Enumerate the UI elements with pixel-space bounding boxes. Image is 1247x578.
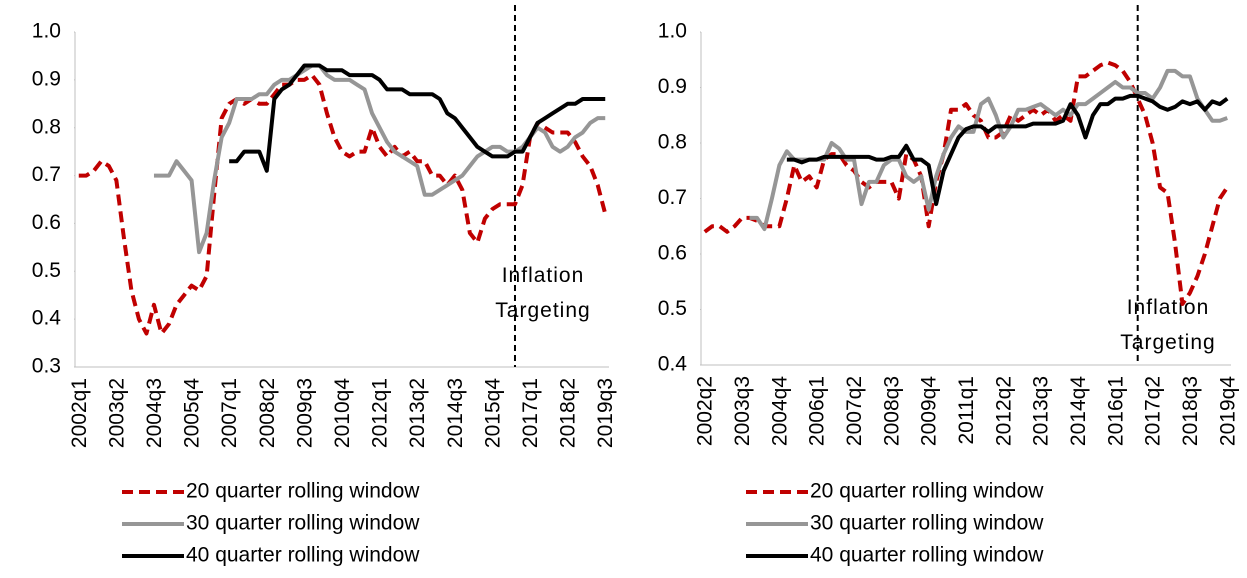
x-tick-label: 2004q3 [143, 378, 166, 448]
y-tick-label: 0.4 [658, 353, 688, 376]
x-tick-label: 2006q1 [806, 376, 829, 446]
annotation: Inflation [1127, 296, 1210, 319]
x-tick-label: 2015q4 [481, 378, 504, 448]
y-tick-label: 0.5 [32, 259, 61, 282]
y-tick-label: 0.9 [32, 67, 61, 90]
x-tick-label: 2010q4 [331, 378, 354, 448]
legend-label: 30 quarter rolling window [186, 512, 420, 535]
x-tick-label: 2016q1 [1104, 376, 1127, 446]
legend-label: 40 quarter rolling window [810, 544, 1044, 567]
y-tick-label: 0.8 [32, 115, 61, 138]
y-tick-label: 0.7 [32, 163, 61, 186]
x-tick-label: 2008q3 [880, 376, 903, 446]
y-tick-label: 1.0 [32, 20, 61, 43]
annotation: Targeting [495, 299, 590, 322]
series-line [749, 68, 1228, 232]
legend-label: 30 quarter rolling window [810, 512, 1044, 535]
x-tick-label: 2012q2 [992, 376, 1015, 446]
x-tick-label: 2017q2 [1142, 376, 1165, 446]
x-tick-label: 2007q2 [843, 376, 866, 446]
x-tick-label: 2019q4 [1216, 376, 1239, 446]
x-tick-label: 2009q4 [918, 376, 941, 446]
x-tick-label: 2002q1 [68, 378, 91, 448]
series-line [153, 63, 606, 255]
y-tick-label: 0.3 [32, 355, 61, 378]
y-tick-label: 0.8 [658, 131, 687, 154]
x-tick-label: 2013q2 [406, 378, 429, 448]
y-tick-label: 0.4 [32, 307, 62, 330]
x-tick-label: 2007q1 [218, 378, 241, 448]
x-tick-label: 2013q3 [1030, 376, 1053, 446]
x-tick-label: 2004q4 [768, 376, 791, 446]
y-tick-label: 0.5 [658, 297, 687, 320]
series-line [703, 60, 1229, 306]
annotation: Targeting [1120, 331, 1215, 354]
x-tick-label: 2011q1 [955, 376, 978, 445]
x-tick-label: 2012q1 [369, 378, 392, 448]
x-tick-label: 2014q4 [1067, 376, 1090, 446]
series-line [78, 73, 608, 336]
legend-label: 20 quarter rolling window [810, 480, 1044, 503]
annotation: Inflation [502, 264, 585, 287]
x-tick-label: 2009q3 [293, 378, 316, 448]
x-tick-label: 2008q2 [256, 378, 279, 448]
x-tick-label: 2003q2 [105, 378, 128, 448]
series-line [229, 63, 606, 173]
x-tick-label: 2019q3 [594, 378, 617, 448]
legend-label: 40 quarter rolling window [186, 544, 420, 567]
x-tick-label: 2018q3 [1179, 376, 1202, 446]
y-tick-label: 0.6 [32, 211, 61, 234]
x-tick-label: 2002q2 [694, 376, 717, 446]
x-tick-label: 2018q2 [557, 378, 580, 448]
x-tick-label: 2005q4 [181, 378, 204, 448]
y-tick-label: 0.7 [658, 186, 687, 209]
y-tick-label: 0.6 [658, 242, 687, 265]
x-tick-label: 2017q1 [519, 378, 542, 448]
y-tick-label: 0.9 [658, 75, 687, 98]
y-tick-label: 1.0 [658, 20, 687, 43]
x-tick-label: 2003q3 [731, 376, 754, 446]
x-tick-label: 2014q3 [444, 378, 467, 448]
legend-label: 20 quarter rolling window [186, 480, 420, 503]
series-line [786, 93, 1229, 207]
